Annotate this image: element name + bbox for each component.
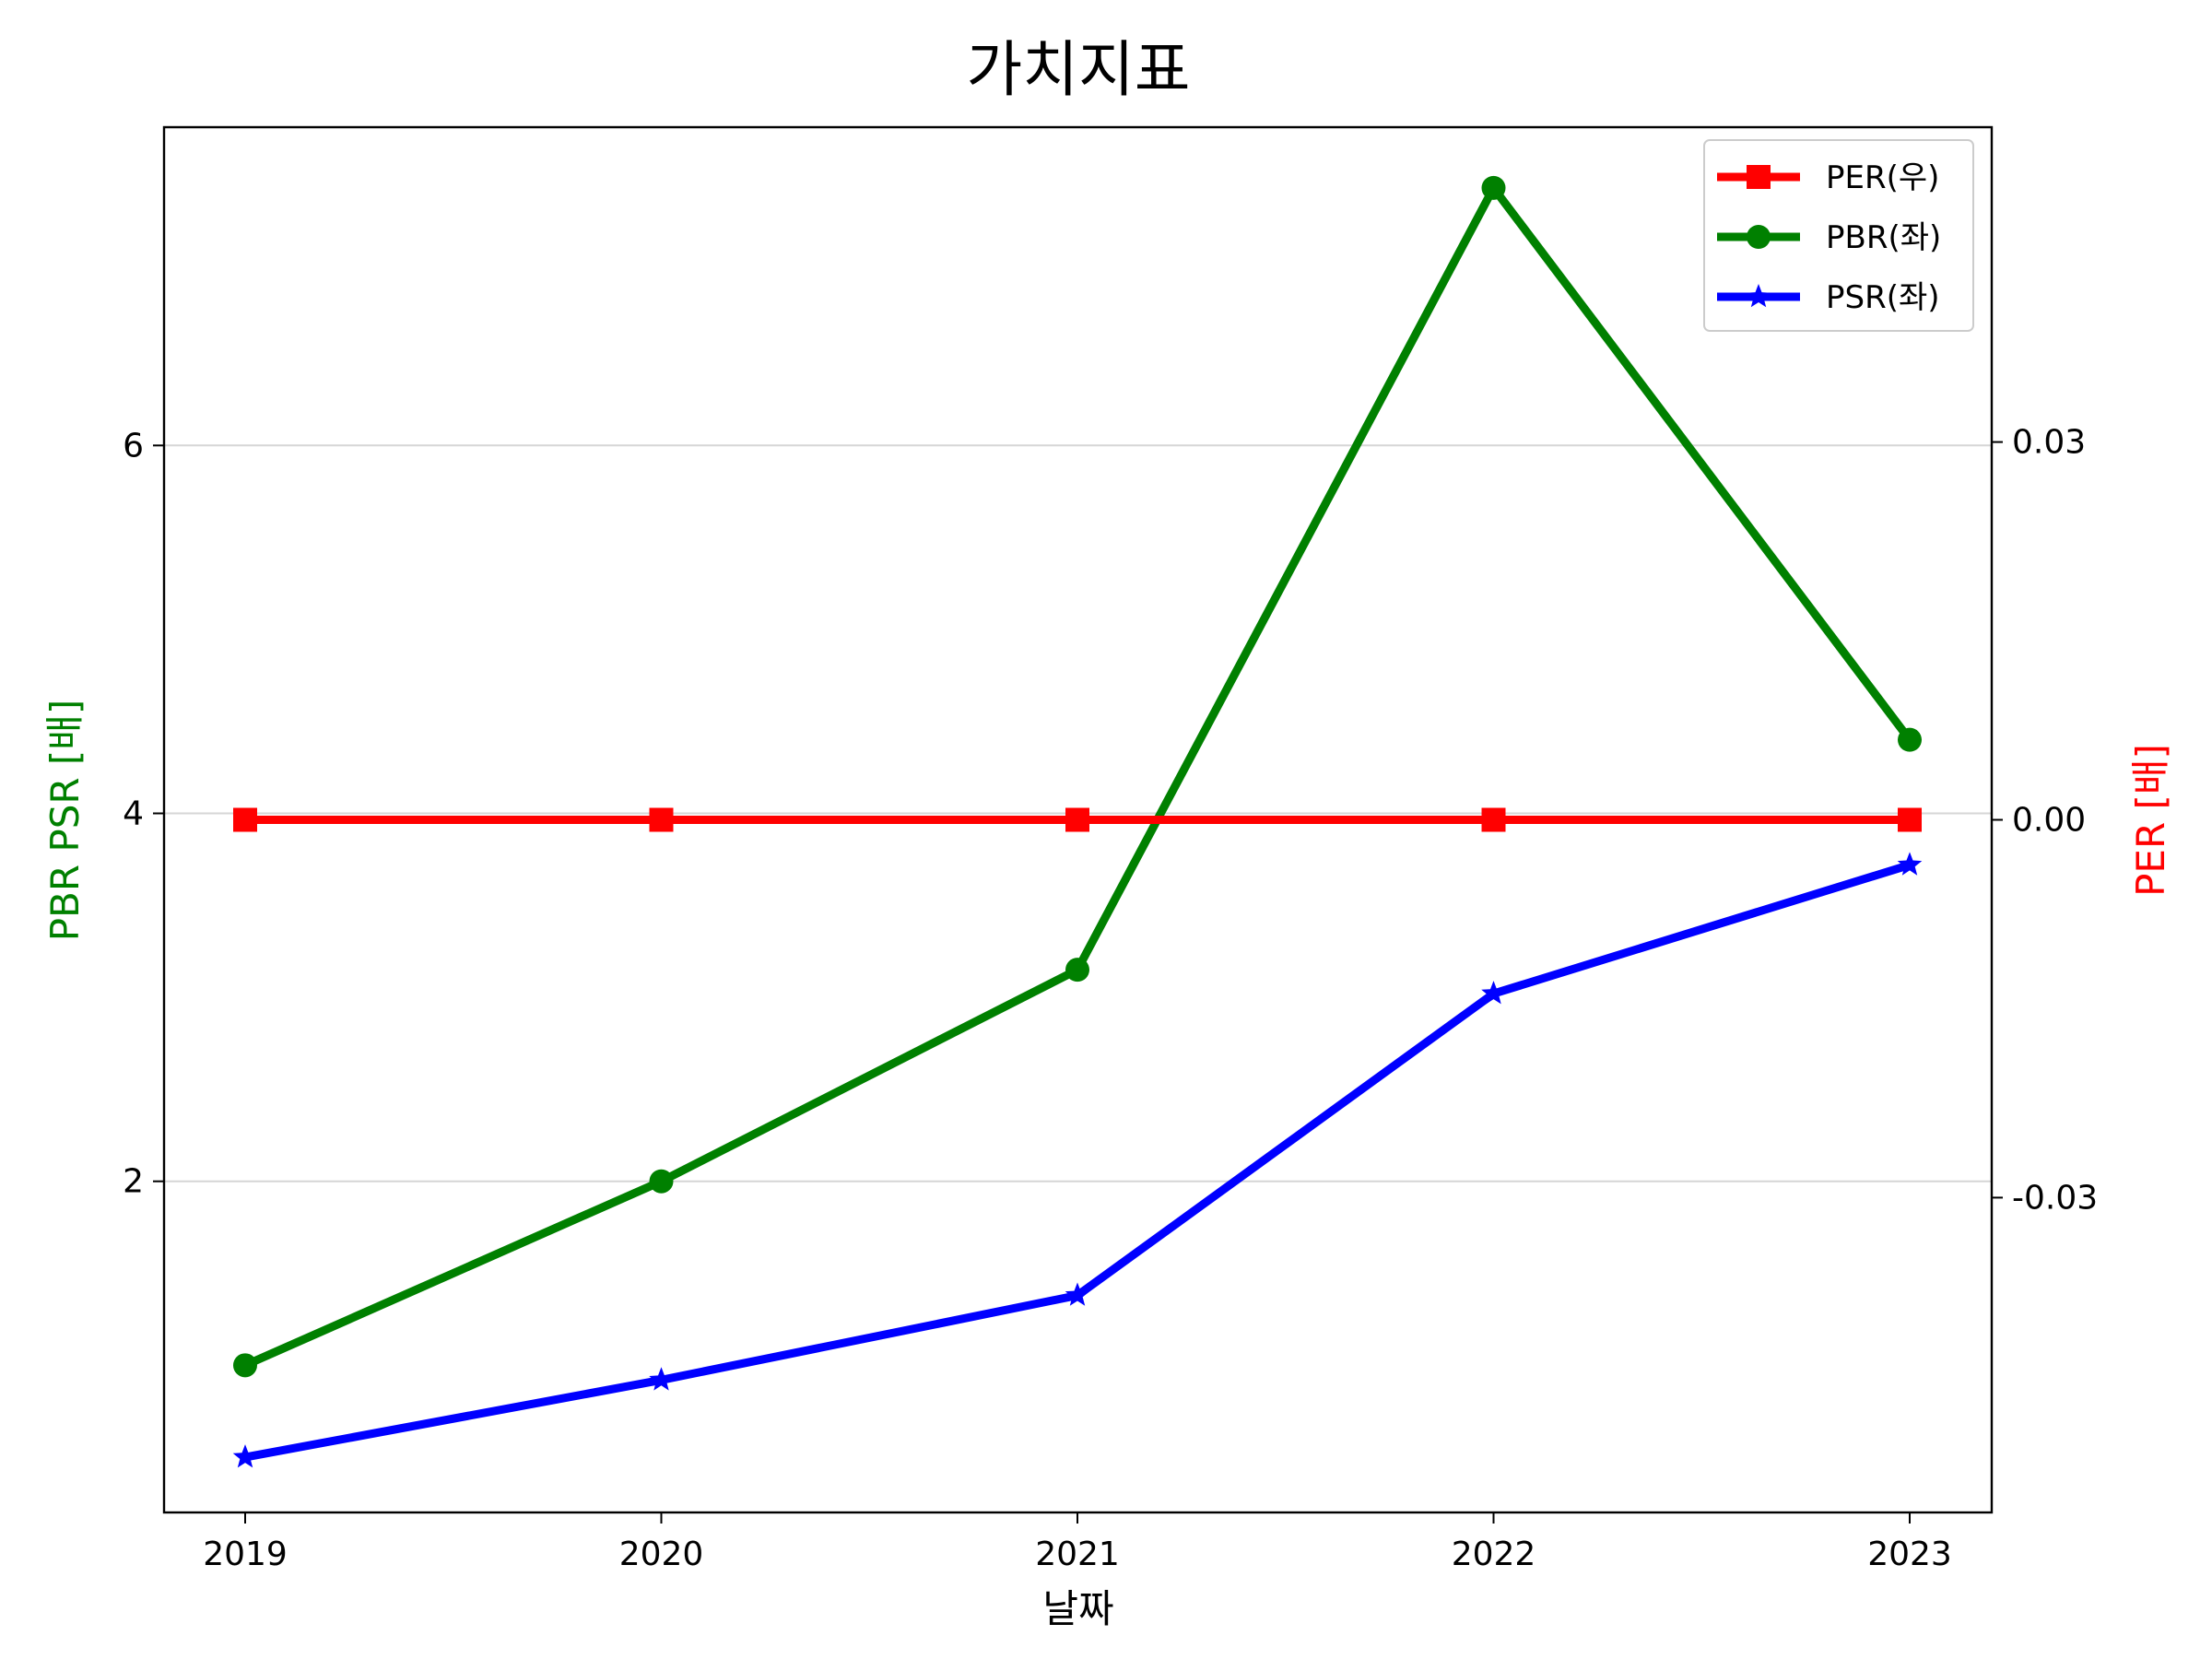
right-axis: -0.03 0.00 0.03 bbox=[1992, 424, 2098, 1217]
x-axis-label: 날짜 bbox=[1042, 1586, 1113, 1631]
left-tick-label: 2 bbox=[123, 1163, 144, 1201]
chart-title: 가치지표 bbox=[967, 34, 1191, 105]
legend: PER(우) PBR(좌) PSR(좌) bbox=[1703, 139, 1974, 332]
data-point-marker bbox=[1898, 727, 1922, 752]
legend-label: PER(우) bbox=[1826, 159, 1939, 196]
right-tick-label: 0.00 bbox=[2012, 802, 2086, 840]
legend-label: PSR(좌) bbox=[1826, 279, 1940, 316]
data-point-marker bbox=[1481, 807, 1506, 832]
data-point-marker bbox=[233, 807, 257, 832]
data-point-marker bbox=[232, 1444, 258, 1468]
legend-label: PBR(좌) bbox=[1826, 219, 1941, 256]
data-point-marker bbox=[1065, 1282, 1090, 1306]
x-axis: 2019 2020 2021 2022 2023 bbox=[203, 1512, 1952, 1573]
x-tick-label: 2023 bbox=[1867, 1535, 1952, 1573]
left-tick-label: 4 bbox=[123, 795, 144, 833]
data-point-marker bbox=[649, 1169, 674, 1194]
data-point-marker bbox=[649, 1367, 674, 1391]
data-point-marker bbox=[1897, 852, 1923, 876]
right-tick-label: 0.03 bbox=[2012, 424, 2086, 462]
data-point-marker bbox=[1065, 807, 1089, 832]
right-y-axis-label: PER [배] bbox=[2128, 744, 2173, 897]
legend-box bbox=[1703, 139, 1974, 332]
x-tick-label: 2022 bbox=[1452, 1535, 1536, 1573]
right-tick-label: -0.03 bbox=[2012, 1179, 2098, 1217]
data-point-marker bbox=[1481, 175, 1506, 200]
legend-marker bbox=[1747, 165, 1771, 189]
data-point-marker bbox=[649, 807, 674, 832]
left-tick-label: 6 bbox=[123, 427, 144, 465]
legend-marker bbox=[1747, 225, 1771, 249]
x-tick-label: 2021 bbox=[1035, 1535, 1120, 1573]
legend-marker bbox=[1746, 284, 1771, 308]
data-point-marker bbox=[1898, 807, 1922, 832]
x-tick-label: 2019 bbox=[203, 1535, 288, 1573]
data-point-marker bbox=[233, 1353, 257, 1378]
left-y-axis-label: PBR PSR [배] bbox=[42, 700, 88, 942]
left-axis: 2 4 6 bbox=[123, 427, 164, 1201]
data-point-marker bbox=[1065, 958, 1089, 982]
x-tick-label: 2020 bbox=[619, 1535, 704, 1573]
data-point-marker bbox=[1481, 981, 1506, 1005]
series-markers bbox=[232, 175, 1923, 1468]
